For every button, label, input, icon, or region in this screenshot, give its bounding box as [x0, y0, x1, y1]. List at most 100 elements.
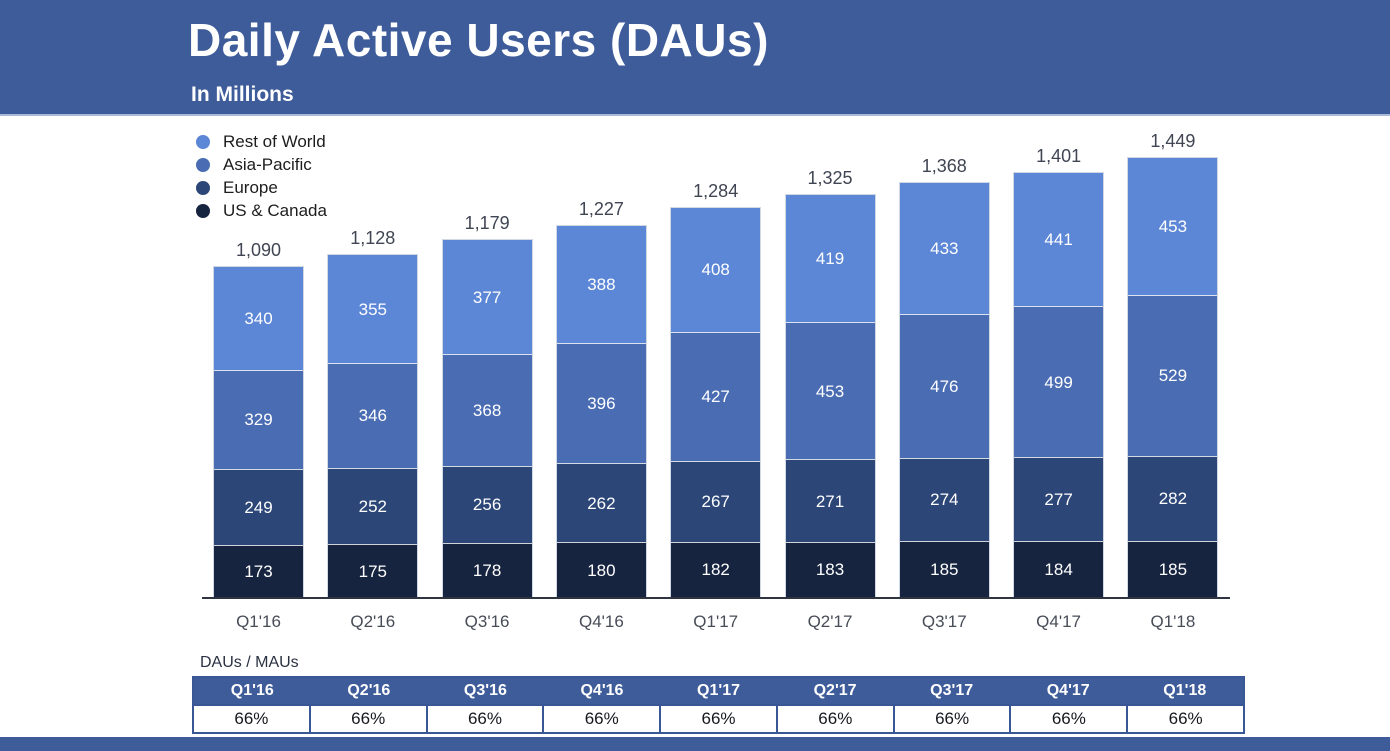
segment-value-label: 329	[244, 410, 273, 430]
dau-mau-table-header-row: Q1'16 Q2'16 Q3'16 Q4'16 Q1'17 Q2'17 Q3'17 Q4'17…	[194, 678, 1243, 704]
footer-strip	[0, 737, 1390, 751]
table-value-cell: 66%	[425, 706, 543, 732]
table-value-cell: 66%	[1126, 706, 1243, 732]
bar-segment-rest-of-world: 441	[1014, 172, 1104, 307]
bar-segment-us-canada: 178	[442, 543, 532, 597]
bar-segment-europe: 249	[214, 469, 303, 545]
segment-value-label: 183	[815, 560, 845, 580]
legend-item: US & Canada	[196, 199, 327, 222]
page-title: Daily Active Users (DAUs)	[188, 14, 769, 66]
segment-value-label: 178	[472, 561, 502, 581]
segment-value-label: 476	[930, 376, 959, 396]
bar-segment-asia-pacific: 476	[899, 313, 989, 458]
table-value-cell: 66%	[308, 706, 426, 732]
segment-value-label: 368	[472, 400, 502, 420]
bar-stack-Q3'17: 433 476 274 185	[898, 181, 990, 597]
bar-segment-us-canada: 185	[899, 540, 989, 597]
bar-total-label: 1,179	[464, 213, 510, 233]
bar-segment-asia-pacific: 427	[671, 331, 761, 462]
table-value-cell: 66%	[775, 706, 893, 732]
bar-segment-europe: 271	[785, 459, 875, 542]
bar-segment-europe: 277	[1014, 457, 1104, 542]
segment-value-label: 267	[701, 492, 730, 512]
segment-value-label: 453	[1158, 217, 1188, 237]
bar-segment-us-canada: 184	[1014, 541, 1104, 597]
bar-segment-us-canada: 173	[214, 544, 303, 597]
x-axis-label: Q3'17	[921, 612, 967, 631]
bar-segment-rest-of-world: 408	[671, 208, 761, 332]
table-header-cell: Q3'17	[930, 682, 974, 699]
bar-segment-asia-pacific: 453	[785, 322, 875, 460]
table-header-cell: Q4'17	[1046, 682, 1090, 699]
segment-value-label: 340	[244, 308, 273, 328]
x-axis-line	[202, 597, 1230, 599]
bar-segment-us-canada: 185	[1128, 540, 1218, 597]
x-axis-label: Q1'18	[1150, 612, 1196, 631]
bar-segment-rest-of-world: 340	[214, 266, 303, 370]
bar-total-label: 1,227	[578, 198, 624, 219]
bar-stack-Q1'17: 408 427 267 182	[670, 207, 762, 597]
ratio-table-label: DAUs / MAUs	[200, 654, 299, 671]
table-header-cell: Q1'17	[697, 682, 740, 699]
segment-value-label: 180	[587, 560, 616, 580]
segment-value-label: 355	[358, 299, 387, 319]
legend-label: US & Canada	[223, 201, 327, 220]
segment-value-label: 388	[587, 274, 616, 294]
bar-stack-Q4'16: 388 396 262 180	[555, 224, 647, 597]
bar-segment-rest-of-world: 377	[442, 240, 532, 355]
table-value-cell: 66%	[1009, 706, 1126, 732]
segment-value-label: 346	[358, 406, 387, 426]
segment-value-label: 262	[587, 493, 616, 513]
legend-label: Europe	[223, 178, 278, 197]
bar-stack-Q3'16: 377 368 256 178	[441, 239, 533, 597]
segment-value-label: 185	[1158, 559, 1188, 579]
legend-dot-europe	[196, 180, 210, 195]
segment-value-label: 256	[472, 495, 502, 515]
bar-segment-europe: 252	[328, 467, 418, 545]
page-subtitle: In Millions	[191, 83, 294, 106]
dau-mau-table-value-row: 66% 66% 66% 66% 66% 66% 66% 66% 66%	[194, 704, 1243, 732]
table-value-cell: 66%	[659, 706, 776, 732]
x-axis-label: Q2'16	[350, 612, 396, 631]
header-banner: Daily Active Users (DAUs) In Millions	[0, 0, 1390, 116]
bar-segment-us-canada: 183	[785, 541, 875, 597]
segment-value-label: 419	[815, 249, 845, 269]
bar-segment-rest-of-world: 433	[899, 182, 989, 314]
segment-value-label: 441	[1044, 229, 1073, 249]
legend-label: Asia-Pacific	[223, 155, 312, 174]
x-axis-label: Q1'16	[236, 612, 281, 631]
legend-item: Rest of World	[196, 130, 327, 153]
table-value-cell: 66%	[542, 706, 659, 732]
legend-dot-rest-of-world	[196, 134, 210, 149]
bar-segment-asia-pacific: 368	[442, 354, 532, 466]
table-header-cell: Q4'16	[580, 682, 624, 699]
x-axis-label: Q1'17	[693, 612, 739, 631]
table-value-cell: 66%	[892, 706, 1010, 732]
legend-item: Asia-Pacific	[196, 153, 327, 176]
segment-value-label: 184	[1044, 560, 1073, 580]
bar-stack-Q2'17: 419 453 271 183	[784, 194, 876, 597]
bar-segment-europe: 256	[442, 465, 532, 544]
x-axis-label: Q4'17	[1036, 612, 1082, 631]
bar-segment-europe: 267	[671, 461, 761, 542]
table-header-cell: Q3'16	[463, 682, 507, 699]
bar-segment-asia-pacific: 529	[1128, 295, 1218, 456]
segment-value-label: 453	[815, 381, 845, 401]
plot-area: 340 329 249 173 1,090 Q1'16 355 346 252 175 1,128 Q…	[202, 132, 1232, 630]
segment-value-label: 173	[244, 561, 273, 581]
bar-segment-rest-of-world: 355	[328, 255, 418, 363]
segment-value-label: 433	[930, 238, 959, 258]
table-header-cell: Q1'16	[230, 682, 274, 699]
bar-segment-rest-of-world: 419	[785, 195, 875, 323]
table-header-cell: Q1'18	[1163, 682, 1207, 699]
bar-total-label: 1,401	[1036, 145, 1082, 166]
segment-value-label: 271	[815, 491, 845, 511]
bar-total-label: 1,284	[693, 181, 739, 202]
legend-dot-us-canada	[196, 203, 210, 218]
segment-value-label: 427	[701, 387, 730, 407]
legend-label: Rest of World	[223, 132, 326, 151]
bar-total-label: 1,449	[1150, 131, 1196, 151]
segment-value-label: 277	[1044, 490, 1073, 510]
segment-value-label: 249	[244, 497, 273, 517]
